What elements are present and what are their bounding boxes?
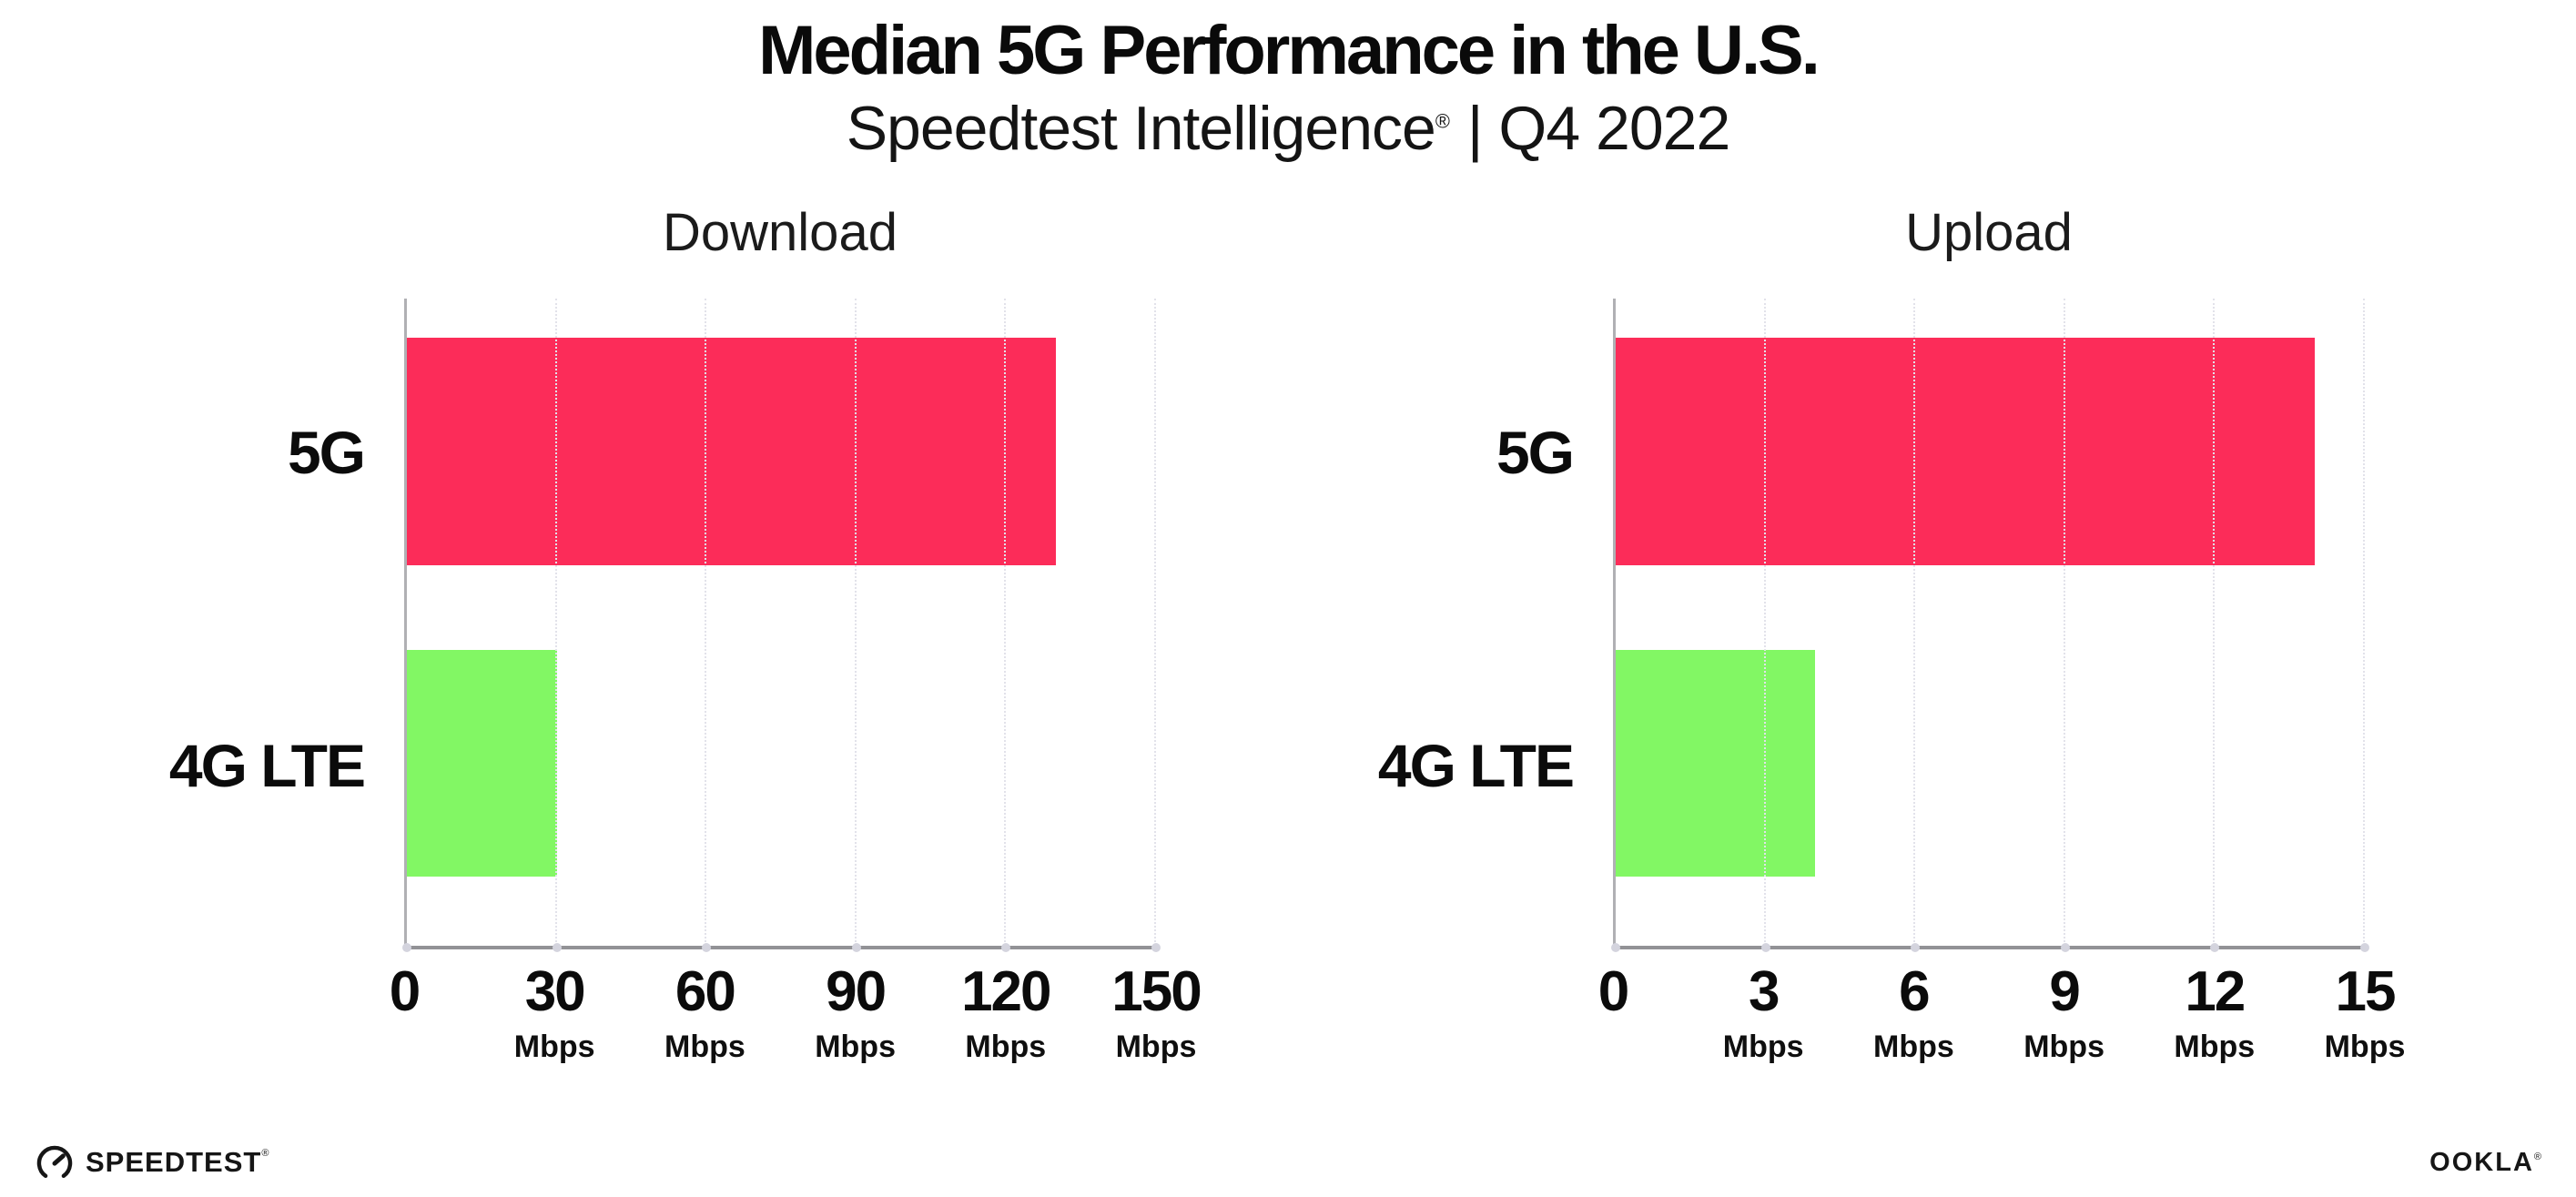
- speedtest-logo: SPEEDTEST ®: [35, 1142, 269, 1182]
- ookla-wordmark: OOKLA: [2429, 1148, 2534, 1177]
- axis-tick-dot: [1611, 943, 1620, 952]
- x-tick-value: 0: [1597, 960, 1630, 1023]
- upload-chart: Upload 5G 4G LTE 0 3 Mbps 6 Mbps 9 Mbps 12 Mbps 1…: [1303, 202, 2406, 1100]
- x-tick-unit: Mbps: [965, 1030, 1047, 1064]
- registered-mark: ®: [1435, 109, 1450, 133]
- x-tick-value: 3: [1748, 960, 1780, 1023]
- speedtest-gauge-icon: [36, 1145, 73, 1179]
- x-tick-value: 150: [1111, 960, 1202, 1023]
- axis-tick-dot: [1911, 943, 1921, 952]
- x-tick-value: 60: [674, 960, 736, 1023]
- x-tick: 0: [389, 960, 421, 1023]
- bar-5g: [407, 337, 1057, 565]
- download-chart-title: Download: [663, 203, 898, 262]
- x-tick: 0: [1597, 960, 1630, 1023]
- x-tick-unit: Mbps: [1722, 1030, 1804, 1064]
- page-subtitle: Speedtest Intelligence® | Q4 2022: [0, 96, 2576, 161]
- x-tick: 6 Mbps: [1873, 960, 1954, 1064]
- x-tick: 90 Mbps: [815, 960, 896, 1064]
- x-tick: 30 Mbps: [513, 960, 595, 1064]
- axis-tick-dot: [851, 943, 861, 952]
- gridline: [2213, 299, 2216, 946]
- header: Median 5G Performance in the U.S. Speedt…: [0, 0, 2576, 161]
- x-tick-unit: Mbps: [2023, 1030, 2104, 1064]
- bar-5g: [1616, 337, 2316, 565]
- x-tick: 60 Mbps: [664, 960, 745, 1064]
- x-tick-value: 9: [2049, 960, 2080, 1023]
- category-label-5g: 5G: [1496, 418, 1575, 486]
- x-tick-value: 0: [389, 960, 421, 1023]
- axis-tick-dot: [702, 943, 712, 952]
- footer: SPEEDTEST ® OOKLA ®: [0, 1142, 2576, 1182]
- x-tick-value: 15: [2335, 960, 2397, 1023]
- download-category-labels: 5G 4G LTE: [95, 299, 404, 949]
- gridline: [2063, 299, 2065, 946]
- x-tick-value: 90: [826, 960, 887, 1023]
- x-tick-value: 6: [1899, 960, 1930, 1023]
- x-tick-unit: Mbps: [1873, 1030, 1954, 1064]
- page-title: Median 5G Performance in the U.S.: [758, 12, 1820, 89]
- x-tick: 9 Mbps: [2023, 960, 2104, 1064]
- x-tick-unit: Mbps: [2174, 1030, 2256, 1064]
- axis-tick-dot: [1001, 943, 1011, 952]
- speedtest-registered-mark: ®: [261, 1148, 269, 1159]
- x-tick: 12 Mbps: [2174, 960, 2256, 1064]
- axis-tick-dot: [2360, 943, 2369, 952]
- x-tick-value: 12: [2185, 960, 2246, 1023]
- ookla-registered-mark: ®: [2533, 1151, 2541, 1162]
- upload-chart-title: Upload: [1905, 203, 2073, 262]
- gridline: [1763, 299, 1766, 946]
- x-tick-unit: Mbps: [2324, 1030, 2406, 1064]
- upload-x-axis-ticks: 0 3 Mbps 6 Mbps 9 Mbps 12 Mbps 15 Mbps: [1598, 949, 2406, 1100]
- download-chart-body: 5G 4G LTE: [95, 299, 1174, 952]
- x-tick-unit: Mbps: [513, 1030, 595, 1064]
- subtitle-brand: Speedtest Intelligence: [846, 93, 1436, 163]
- x-tick: 15 Mbps: [2324, 960, 2406, 1064]
- download-plot-area: [402, 299, 1161, 952]
- category-label-5g: 5G: [287, 418, 366, 486]
- x-tick-unit: Mbps: [1115, 1030, 1197, 1064]
- axis-tick-dot: [1760, 943, 1770, 952]
- axis-tick-dot: [2060, 943, 2070, 952]
- ookla-logo: OOKLA ®: [2429, 1146, 2541, 1179]
- gridline: [854, 299, 857, 946]
- upload-plot-area: [1611, 299, 2369, 952]
- x-tick: 120 Mbps: [961, 960, 1051, 1064]
- gridline: [1004, 299, 1007, 946]
- x-tick-unit: Mbps: [664, 1030, 745, 1064]
- download-chart: Download 5G 4G LTE 0 30 Mbps 60 Mbps 90 Mbps 12…: [95, 202, 1202, 1100]
- x-tick-value: 30: [524, 960, 586, 1023]
- x-tick: 3 Mbps: [1722, 960, 1804, 1064]
- axis-tick-dot: [552, 943, 562, 952]
- bar-4g-lte: [1616, 650, 1816, 877]
- gridline: [554, 299, 557, 946]
- category-label-4g-lte: 4G LTE: [1377, 732, 1575, 800]
- download-x-axis-ticks: 0 30 Mbps 60 Mbps 90 Mbps 120 Mbps 150 Mbps: [390, 949, 1202, 1100]
- upload-chart-body: 5G 4G LTE: [1303, 299, 2383, 952]
- upload-category-labels: 5G 4G LTE: [1303, 299, 1613, 949]
- axis-tick-dot: [2210, 943, 2220, 952]
- gridline: [1913, 299, 1916, 946]
- bar-4g-lte: [407, 650, 557, 877]
- x-tick-value: 120: [961, 960, 1051, 1023]
- gridline: [1154, 299, 1156, 946]
- x-tick: 150 Mbps: [1111, 960, 1202, 1064]
- gridline: [2363, 299, 2365, 946]
- gridline: [705, 299, 707, 946]
- axis-tick-dot: [402, 943, 411, 952]
- axis-tick-dot: [1151, 943, 1161, 952]
- subtitle-period: | Q4 2022: [1466, 93, 1730, 163]
- category-label-4g-lte: 4G LTE: [168, 732, 366, 800]
- speedtest-wordmark: SPEEDTEST: [86, 1146, 262, 1178]
- x-tick-unit: Mbps: [815, 1030, 896, 1064]
